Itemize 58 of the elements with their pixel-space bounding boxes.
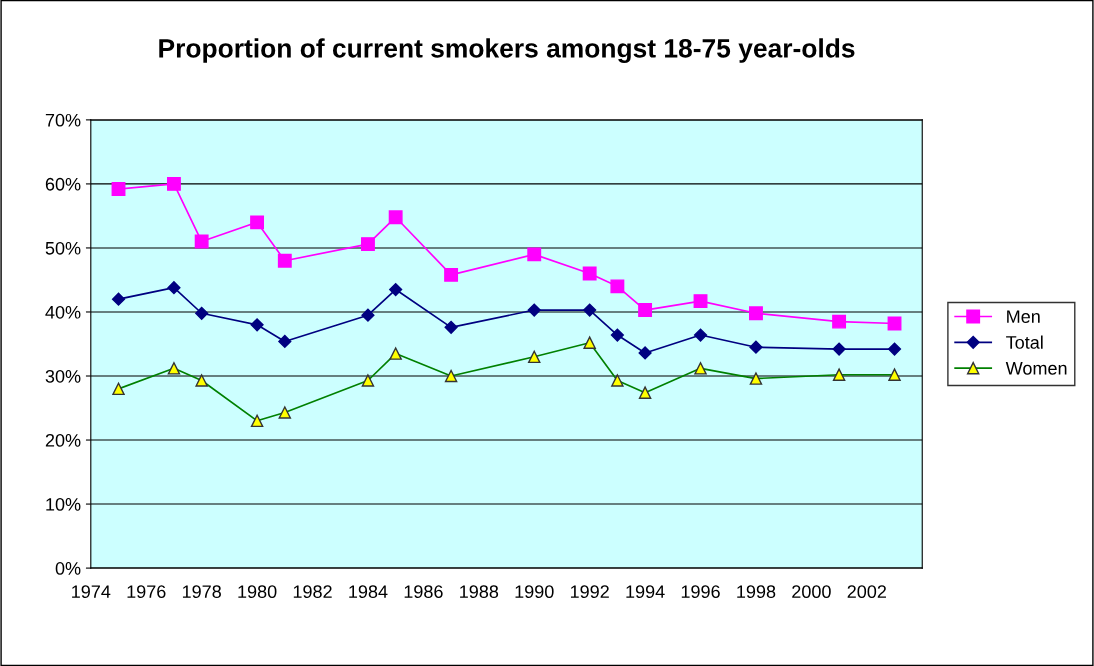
point (111, 182, 126, 196)
point (638, 346, 652, 360)
x-tick-label: 1992 (570, 585, 609, 599)
point (527, 303, 541, 317)
point (583, 303, 597, 317)
y-tick-label: 10% (46, 498, 81, 511)
point (832, 342, 846, 356)
y-tick-label: 60% (45, 177, 81, 191)
y-tick-label: 30% (45, 369, 81, 383)
x-tick-label: 1998 (737, 585, 776, 599)
point (111, 292, 126, 306)
point (194, 234, 209, 249)
x-tick-label: 1974 (72, 585, 111, 599)
x-tick-label: 2000 (792, 585, 831, 599)
point (832, 314, 847, 329)
point (610, 279, 625, 294)
point (693, 328, 708, 342)
point (749, 340, 763, 354)
y-tick-label: 0% (55, 562, 81, 575)
point (693, 294, 708, 309)
point (389, 282, 403, 297)
point (444, 320, 458, 334)
point (527, 247, 542, 262)
x-tick-label: 1990 (515, 585, 554, 599)
x-tick-label: 1994 (626, 585, 665, 599)
x-tick-label: 1982 (293, 585, 332, 599)
y-tick-label: 70% (45, 113, 81, 127)
x-tick-label: 1984 (349, 585, 388, 599)
legend-label: Men (1007, 310, 1040, 323)
point (582, 266, 597, 281)
point (361, 237, 375, 252)
point (610, 328, 624, 342)
point (195, 306, 209, 320)
x-tick-label: 1996 (681, 585, 720, 599)
point (444, 267, 459, 282)
point (887, 342, 902, 356)
point (278, 334, 292, 349)
y-tick-label: 20% (45, 433, 81, 447)
x-tick-label: 2002 (847, 585, 886, 599)
point (388, 210, 403, 225)
point (638, 303, 653, 317)
point (749, 306, 763, 321)
point (250, 215, 265, 230)
x-tick-label: 1978 (182, 585, 221, 599)
x-tick-label: 1976 (127, 585, 166, 599)
legend-label: Total (1006, 335, 1043, 349)
x-tick-label: 1986 (404, 585, 443, 599)
y-tick-label: 50% (45, 241, 81, 255)
point (167, 176, 181, 191)
x-tick-label: 1988 (460, 585, 499, 599)
legend-label: Women (1005, 362, 1067, 375)
point (250, 318, 264, 332)
point (277, 253, 292, 268)
chart-title: Proportion of current smokers amongst 18-75 year-olds (159, 38, 855, 63)
point (361, 308, 375, 322)
y-tick-label: 40% (45, 305, 81, 319)
x-tick-label: 1980 (238, 585, 277, 599)
point (167, 281, 181, 295)
